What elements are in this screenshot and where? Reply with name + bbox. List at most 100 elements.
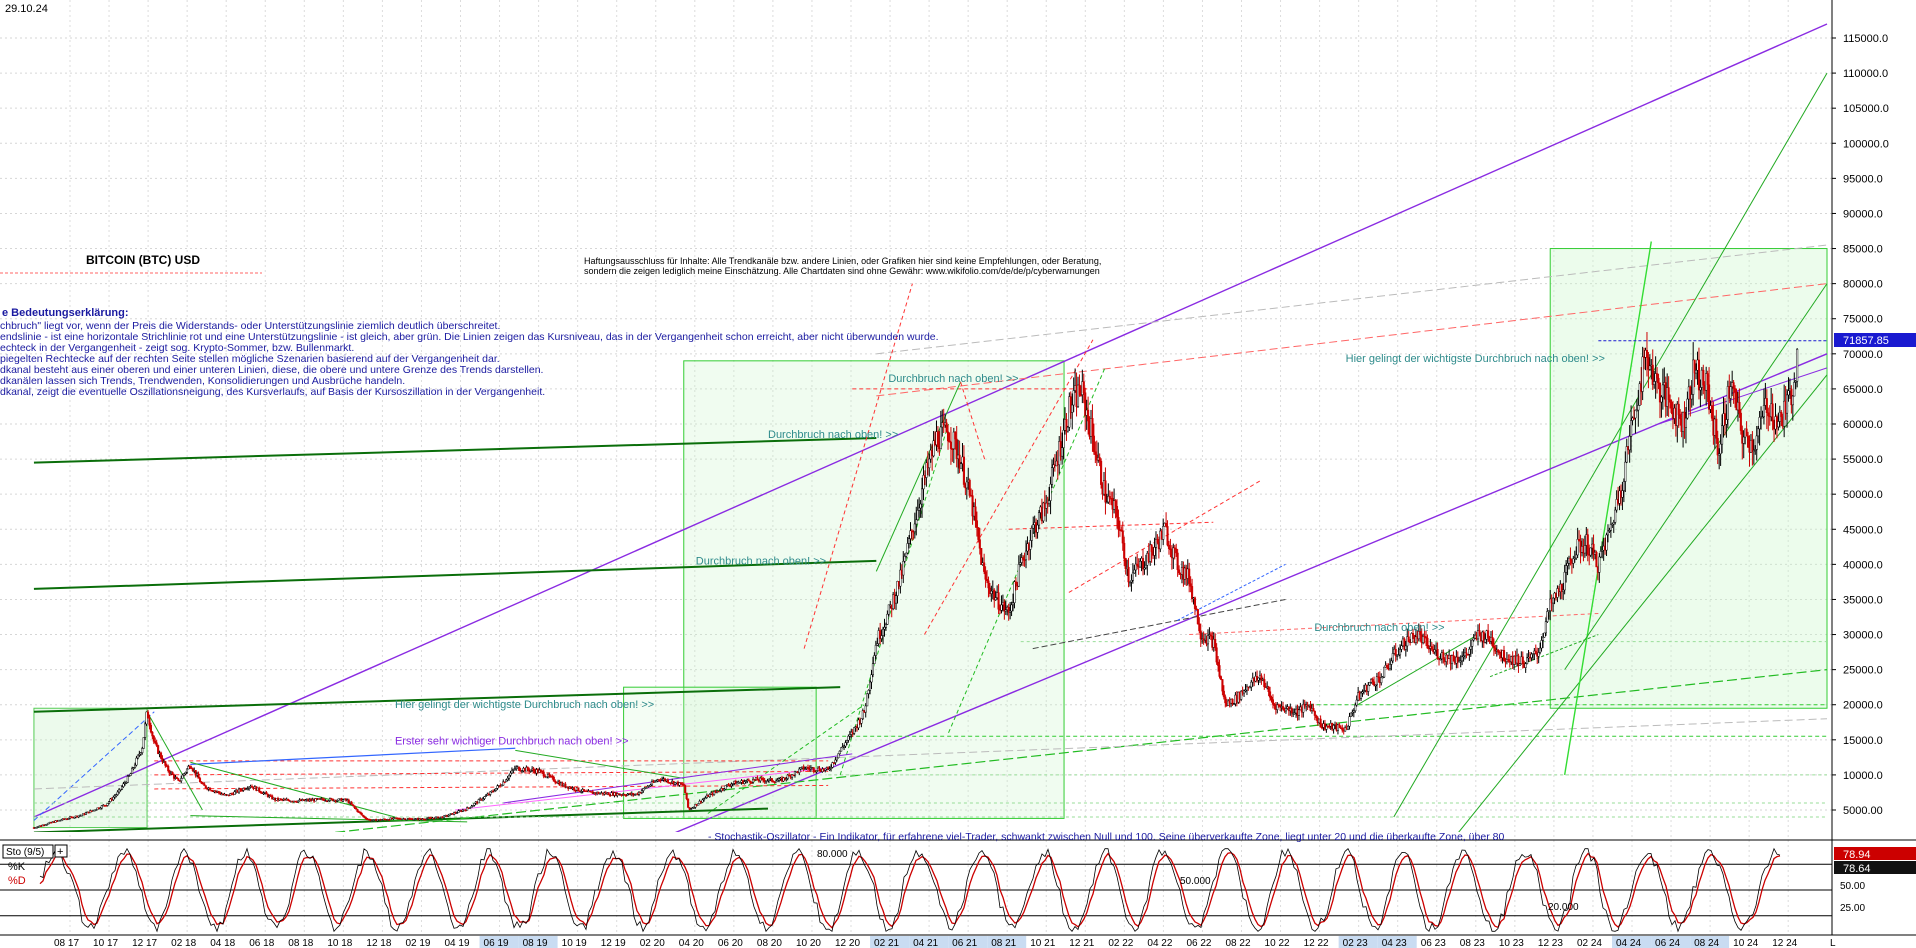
x-tick-highlight <box>909 936 949 948</box>
candle-body <box>1576 539 1579 556</box>
oscillator-label-box[interactable] <box>2 844 54 859</box>
green-steep-2024 <box>1563 241 1652 776</box>
red-resistance-2 <box>154 770 829 776</box>
candle-body <box>1684 417 1688 428</box>
candle-body <box>1544 621 1547 634</box>
date-label: 29.10.24 <box>5 3 48 15</box>
legend-line-3: echteck in der Vergangenheit - zeigt sog… <box>0 342 354 354</box>
oscillator-expand-icon[interactable] <box>54 844 68 858</box>
candle-body <box>172 774 176 779</box>
x-tick-label: 08 21 <box>991 938 1016 948</box>
candle-body <box>1677 403 1680 416</box>
candle-body <box>493 790 496 793</box>
d-value-badge <box>1834 861 1916 874</box>
candle-body <box>697 803 700 806</box>
candle-body <box>1257 677 1260 681</box>
candle-body <box>502 781 505 786</box>
candle-body <box>1066 426 1069 432</box>
candle-body <box>500 784 503 787</box>
candle-body <box>1011 602 1015 606</box>
x-tick-label: 08 22 <box>1226 938 1251 948</box>
x-tick-label: 06 22 <box>1186 938 1211 948</box>
candle-body <box>1388 664 1391 670</box>
candle-body <box>473 803 476 806</box>
candle-body <box>1562 589 1565 592</box>
candle-body <box>1679 414 1682 420</box>
candle-body <box>496 785 499 789</box>
candle-body <box>724 785 727 790</box>
candle-body <box>1631 417 1634 421</box>
candle-body <box>1019 562 1022 565</box>
candle-body <box>899 569 902 587</box>
k-value: 78.94 <box>1843 849 1871 861</box>
candle-body <box>120 786 124 790</box>
candle-body <box>688 807 691 810</box>
candle-body <box>365 817 368 820</box>
candle-body <box>425 818 428 820</box>
candle-body <box>731 783 734 785</box>
candle-body <box>424 819 427 821</box>
candle-body <box>94 809 98 811</box>
y-tick-label: 55000.0 <box>1843 454 1883 466</box>
candle-body <box>197 773 200 779</box>
candle-body <box>1771 403 1774 422</box>
candle-body <box>770 778 773 782</box>
candle-body <box>470 806 473 808</box>
candle-body <box>1543 632 1546 638</box>
scenario-rect <box>623 686 817 819</box>
candle-body <box>959 463 963 469</box>
candle-body <box>837 753 840 759</box>
candle-body <box>694 804 697 808</box>
candle-body <box>1000 604 1003 611</box>
candle-body <box>1117 516 1120 530</box>
candle-body <box>1669 399 1672 403</box>
candle-body <box>1461 656 1464 662</box>
y-tick-label: 15000.0 <box>1843 735 1883 747</box>
candle-body <box>1240 691 1243 700</box>
candle-body <box>1383 666 1386 678</box>
candle-body <box>483 796 486 799</box>
candle-body <box>1541 636 1545 641</box>
candle-body <box>494 788 498 792</box>
candle-body <box>468 807 472 809</box>
candle-body <box>151 731 154 737</box>
x-tick-label: 02 24 <box>1577 938 1602 948</box>
candle-body <box>1133 569 1136 574</box>
candle-body <box>1302 704 1305 713</box>
candle-body <box>1497 649 1500 653</box>
candle-body <box>689 808 693 811</box>
candle-body <box>1400 645 1403 650</box>
y-tick-label: 70000.0 <box>1843 349 1883 361</box>
red-resistance-6 <box>1189 612 1599 636</box>
candle-body <box>1575 554 1578 559</box>
d-label: %D <box>8 875 26 887</box>
candle-body <box>1394 648 1397 657</box>
candle-body <box>955 438 958 459</box>
candle-body <box>1175 548 1178 554</box>
candle-body <box>749 780 752 783</box>
candle-body <box>666 779 669 783</box>
time-axis: 08 17 10 17 12 17 02 18 04 18 06 18 08 18 10 18… <box>54 936 1836 948</box>
candle-body <box>131 767 134 774</box>
candle-body <box>1319 718 1322 728</box>
candle-body <box>548 774 551 777</box>
candle-body <box>503 781 506 784</box>
candle-body <box>1209 634 1212 637</box>
candle-body <box>138 753 141 756</box>
candle-body <box>109 798 112 802</box>
x-tick-label: 10 20 <box>796 938 821 948</box>
candle-body <box>1572 558 1575 564</box>
candle-body <box>1723 413 1727 425</box>
candle-body <box>913 523 916 532</box>
wedge-1 <box>146 711 203 811</box>
candle-body <box>1742 436 1745 444</box>
candle-body <box>119 788 122 791</box>
candle-body <box>1556 588 1559 598</box>
candle-body <box>1144 564 1147 569</box>
y-tick-label: 20000.0 <box>1843 700 1883 712</box>
candle-body <box>219 792 222 795</box>
x-tick-label: 12 19 <box>601 938 626 948</box>
candle-body <box>1188 568 1191 584</box>
x-tick-label: 12 20 <box>835 938 860 948</box>
candle-body <box>1465 652 1468 655</box>
